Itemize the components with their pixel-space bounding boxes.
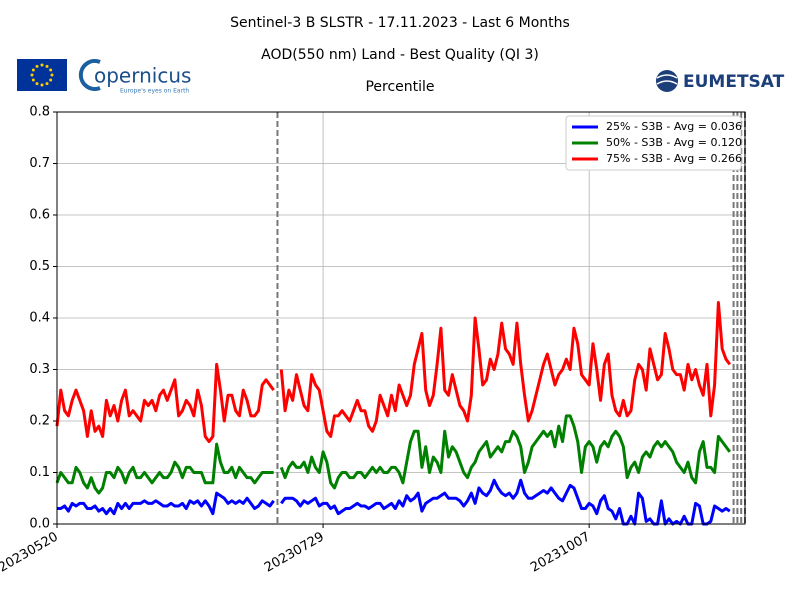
- legend-label: 25% - S3B - Avg = 0.036: [606, 120, 742, 133]
- y-tick-label: 0.7: [29, 156, 50, 171]
- copernicus-logo: opernicus Europe's eyes on Earth: [78, 59, 191, 95]
- logo-text: EUMETSAT: [683, 72, 785, 92]
- legend-box: [565, 115, 742, 171]
- logo-tagline: Europe's eyes on Earth: [120, 88, 189, 95]
- data-line: [55, 414, 732, 495]
- y-tick-label: 0.5: [29, 259, 50, 274]
- y-tick-label: 0.2: [29, 414, 50, 429]
- eu-flag: [17, 59, 67, 91]
- plot-frame: [56, 111, 746, 525]
- legend-label: 75% - S3B - Avg = 0.266: [606, 152, 742, 165]
- y-tick-label: 0.0: [29, 517, 50, 532]
- data-line: [55, 301, 732, 444]
- logo-text: opernicus: [94, 64, 191, 88]
- chart-title: Sentinel-3 B SLSTR - 17.11.2023 - Last 6…: [230, 15, 570, 31]
- y-tick-label: 0.4: [29, 311, 50, 326]
- y-tick-label: 0.1: [29, 465, 50, 480]
- chart-subtitle: AOD(550 nm) Land - Best Quality (QI 3): [261, 47, 539, 63]
- y-tick-label: 0.8: [29, 105, 50, 120]
- y-tick-label: 0.6: [29, 208, 50, 223]
- eumetsat-logo: EUMETSAT: [656, 70, 785, 92]
- y-tick-label: 0.3: [29, 362, 50, 377]
- chart-subtitle: Percentile: [365, 79, 434, 95]
- legend-label: 50% - S3B - Avg = 0.120: [606, 136, 742, 149]
